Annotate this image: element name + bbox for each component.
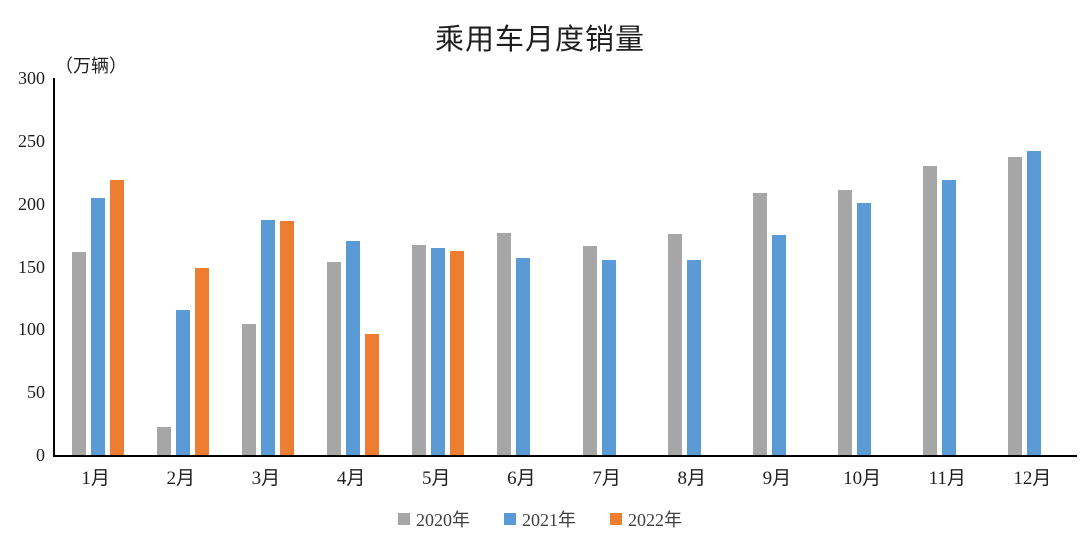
bar-2021年-7月 [601,260,616,455]
legend-label: 2020年 [416,510,470,530]
plot-area [53,78,1077,457]
legend-swatch-icon [610,513,622,525]
bar-2021年-3月 [260,219,275,455]
bar-2020年-10月 [838,189,853,455]
x-axis-label-4月: 4月 [336,468,366,489]
legend-label: 2022年 [628,510,682,530]
legend-item-2021年: 2021年 [504,506,576,532]
bar-2020年-11月 [923,166,938,455]
x-axis-label-11月: 11月 [928,468,966,489]
y-tick-label: 250 [18,130,45,151]
x-axis-label-8月: 8月 [677,468,706,489]
bar-2021年-10月 [857,202,872,455]
bar-2021年-6月 [516,257,531,455]
bar-2021年-12月 [1027,150,1042,455]
bar-2022年-2月 [194,268,209,455]
x-axis-label-10月: 10月 [843,468,882,489]
x-axis-label-12月: 12月 [1013,468,1052,489]
x-axis-label-6月: 6月 [507,468,536,489]
x-axis-label-2月: 2月 [166,468,195,489]
x-axis-label-9月: 9月 [762,468,792,489]
x-axis-label-5月: 5月 [421,468,451,489]
bar-2021年-4月 [346,240,361,455]
bar-2021年-9月 [771,234,786,455]
legend-swatch-icon [398,513,410,525]
bar-2020年-3月 [241,323,256,455]
y-tick-label: 150 [18,256,45,277]
y-tick-label: 100 [18,319,45,340]
legend: 2020年 2021年 2022年 [0,506,1080,532]
legend-item-2022年: 2022年 [610,506,682,532]
legend-swatch-icon [504,513,516,525]
bar-2022年-5月 [450,251,465,455]
bar-2021年-1月 [90,198,105,455]
x-axis-label-7月: 7月 [592,468,621,489]
y-tick-label: 0 [36,445,45,465]
legend-item-2020年: 2020年 [398,506,470,532]
bar-2021年-11月 [942,179,957,455]
bar-2022年-3月 [279,220,294,455]
chart-title: 乘用车月度销量 [434,24,645,56]
bar-2021年-5月 [431,248,446,455]
bar-2020年-12月 [1008,156,1023,455]
y-tick-label: 300 [18,68,45,88]
y-axis-unit-label: （万辆） [55,56,127,76]
bar-2020年-5月 [412,244,427,455]
bar-2021年-2月 [175,309,190,455]
bar-2021年-8月 [686,259,701,455]
bar-2020年-1月 [71,252,86,455]
x-axis-label-3月: 3月 [251,468,281,489]
x-axis-label-1月: 1月 [81,468,110,489]
bar-2022年-4月 [365,333,380,455]
bar-2020年-2月 [156,426,171,455]
bar-2020年-9月 [752,192,767,455]
bar-2020年-8月 [667,234,682,455]
bar-2020年-4月 [327,261,342,455]
bar-2022年-1月 [109,180,124,455]
bar-2020年-7月 [582,245,597,455]
legend-label: 2021年 [522,510,576,530]
y-tick-label: 200 [18,193,45,214]
y-tick-label: 50 [27,382,45,403]
bar-2020年-6月 [497,233,512,455]
